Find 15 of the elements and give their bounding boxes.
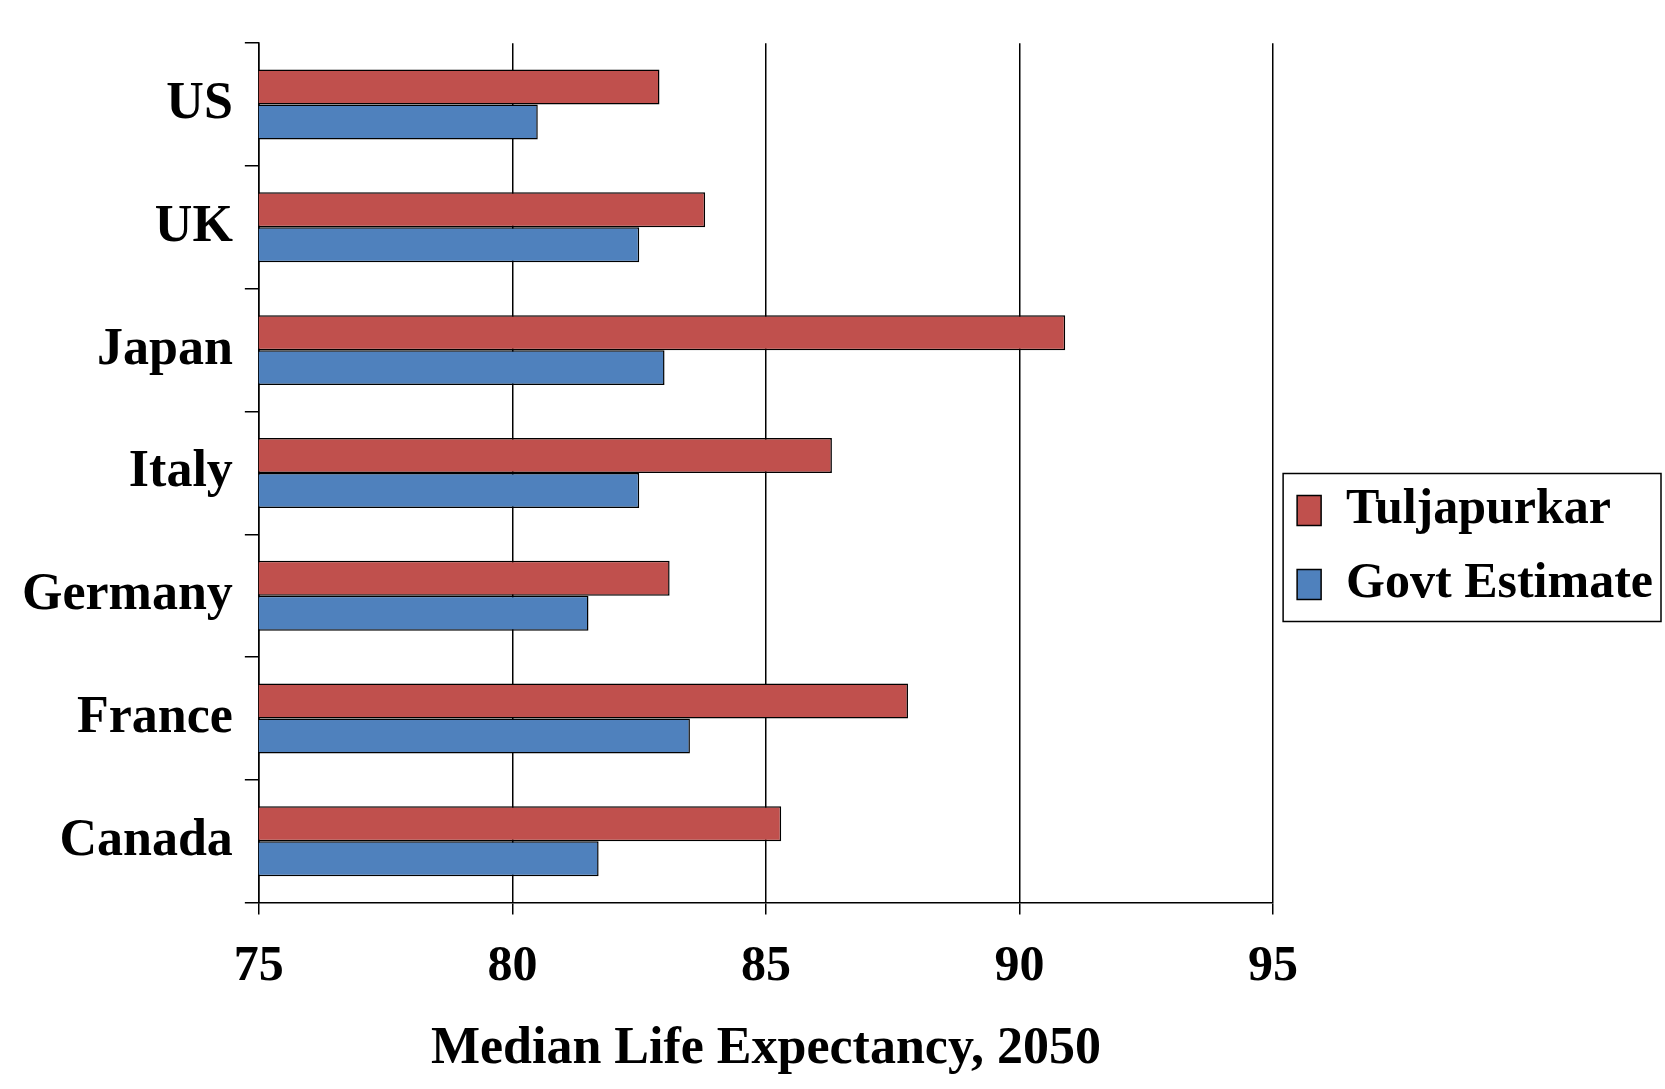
x-tick-label: 80 xyxy=(487,934,538,991)
x-tick-label: 95 xyxy=(1248,934,1299,991)
x-tick-label: 75 xyxy=(233,934,284,991)
y-tick-label: Japan xyxy=(97,317,233,375)
legend-label: Tuljapurkar xyxy=(1346,478,1612,535)
x-tick-label: 85 xyxy=(740,934,791,991)
x-tick-label: 90 xyxy=(994,934,1045,991)
y-tick-label: France xyxy=(76,685,233,743)
y-tick-label: UK xyxy=(154,194,234,252)
y-tick-label: US xyxy=(166,72,233,130)
legend-label: Govt Estimate xyxy=(1346,552,1654,609)
y-tick-label: Germany xyxy=(22,563,233,621)
x-axis-title: Median Life Expectancy, 2050 xyxy=(430,1017,1102,1075)
y-tick-label: Italy xyxy=(128,440,233,498)
y-tick-label: Canada xyxy=(59,808,233,866)
